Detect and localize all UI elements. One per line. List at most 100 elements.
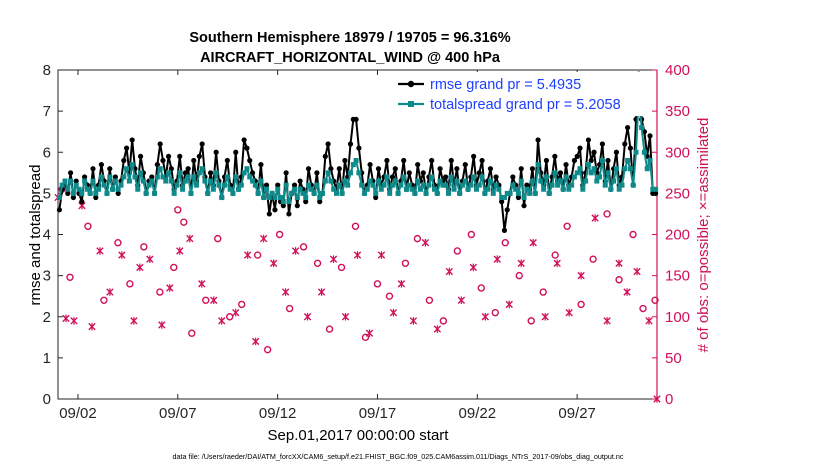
series-point-spread [647, 157, 653, 163]
series-point-spread [314, 182, 320, 188]
obs-possible-marker [140, 243, 148, 251]
series-point-spread [280, 199, 286, 205]
y-left-tick-label: 3 [43, 268, 51, 285]
obs-assimilated-marker [136, 263, 144, 272]
series-point-spread [188, 190, 194, 196]
series-point-rmse [56, 207, 62, 213]
y-left-tick-label: 7 [43, 103, 51, 120]
series-line-rmse [58, 73, 656, 232]
series-point-spread [440, 182, 446, 188]
series-point-spread [182, 178, 188, 184]
obs-possible-marker [253, 251, 262, 259]
series-point-spread [252, 182, 258, 188]
series-point-spread [619, 182, 625, 188]
series-point-rmse [294, 203, 300, 209]
y-axis-right-label: # of obs: o=possible; ×=assimilated [695, 118, 712, 353]
series-point-rmse [157, 141, 163, 147]
series-point-rmse [177, 153, 183, 159]
series-point-rmse [356, 145, 362, 151]
series-point-rmse [325, 141, 331, 147]
y-left-tick-label: 6 [43, 144, 51, 161]
obs-assimilated-marker [529, 238, 537, 247]
series-point-rmse [605, 157, 611, 164]
series-point-spread [496, 186, 502, 192]
obs-assimilated-marker [591, 214, 599, 222]
obs-assimilated-marker [176, 247, 184, 255]
series-point-rmse [515, 194, 522, 201]
series-point-spread [185, 174, 191, 180]
series-point-rmse [317, 199, 323, 205]
series-point-spread [289, 190, 295, 196]
series-point-rmse [437, 166, 443, 172]
series-point-rmse [625, 124, 631, 131]
series-point-spread [482, 190, 488, 196]
series-point-rmse [328, 166, 334, 172]
obs-possible-marker [629, 230, 637, 239]
series-point-spread [104, 190, 110, 196]
series-point-spread [431, 186, 437, 192]
obs-possible-marker [477, 284, 485, 292]
series-point-spread [140, 178, 146, 184]
obs-possible-marker [174, 206, 182, 214]
series-point-spread [493, 182, 499, 188]
series-point-spread [59, 182, 65, 188]
legend-label: totalspread grand pr = 5.2058 [430, 97, 621, 113]
chart-subtitle: AIRCRAFT_HORIZONTAL_WIND @ 400 hPa [200, 50, 501, 66]
series-point-spread [174, 182, 180, 188]
y-right-tick-label: 250 [665, 185, 690, 202]
series-point-spread [468, 182, 474, 188]
series-point-spread [627, 166, 633, 172]
series-point-spread [417, 186, 423, 192]
series-point-spread [322, 178, 328, 184]
series-point-spread [451, 186, 457, 192]
series-point-rmse [121, 157, 127, 164]
series-point-rmse [115, 190, 121, 196]
x-axis-label: Sep.01,2017 00:00:00 start [268, 427, 450, 444]
series-point-spread [308, 186, 314, 192]
series-point-spread [306, 182, 312, 188]
obs-possible-marker [373, 280, 382, 288]
series-point-spread [247, 174, 253, 180]
series-point-spread [124, 166, 130, 172]
series-point-spread [328, 178, 334, 184]
obs-assimilated-marker [603, 317, 611, 325]
x-tick-label: 09/12 [259, 405, 297, 422]
series-point-spread [613, 166, 619, 172]
series-point-spread [415, 178, 421, 184]
obs-possible-marker [603, 210, 611, 218]
legend-box [390, 72, 652, 116]
obs-possible-marker [285, 304, 294, 313]
y-right-tick-label: 350 [665, 103, 690, 120]
series-point-rmse [510, 174, 516, 180]
obs-assimilated-marker [457, 296, 466, 305]
series-point-spread [258, 178, 264, 184]
obs-possible-marker [491, 308, 499, 317]
series-point-spread [443, 182, 449, 188]
series-point-spread [445, 190, 451, 196]
series-point-spread [336, 182, 342, 188]
x-tick-label: 09/02 [59, 405, 97, 422]
obs-assimilated-marker [269, 259, 278, 268]
series-point-spread [549, 182, 555, 188]
series-point-spread [241, 170, 247, 176]
series-point-spread [543, 174, 549, 180]
series-point-rmse [415, 161, 421, 168]
series-point-spread [465, 186, 471, 192]
series-point-rmse [314, 170, 320, 176]
series-point-spread [76, 186, 82, 192]
series-point-spread [457, 190, 463, 196]
series-point-spread [409, 186, 415, 192]
obs-assimilated-marker [62, 314, 70, 323]
series-point-spread [546, 190, 552, 196]
series-point-rmse [588, 157, 594, 164]
obs-assimilated-marker [389, 308, 398, 317]
series-point-rmse [557, 170, 564, 176]
series-point-rmse [241, 137, 247, 143]
series-point-spread [160, 174, 166, 180]
series-point-spread [275, 186, 281, 192]
obs-possible-marker [385, 292, 394, 300]
series-point-rmse [196, 153, 202, 159]
y-left-tick-label: 5 [43, 185, 51, 202]
series-point-spread [143, 190, 149, 196]
